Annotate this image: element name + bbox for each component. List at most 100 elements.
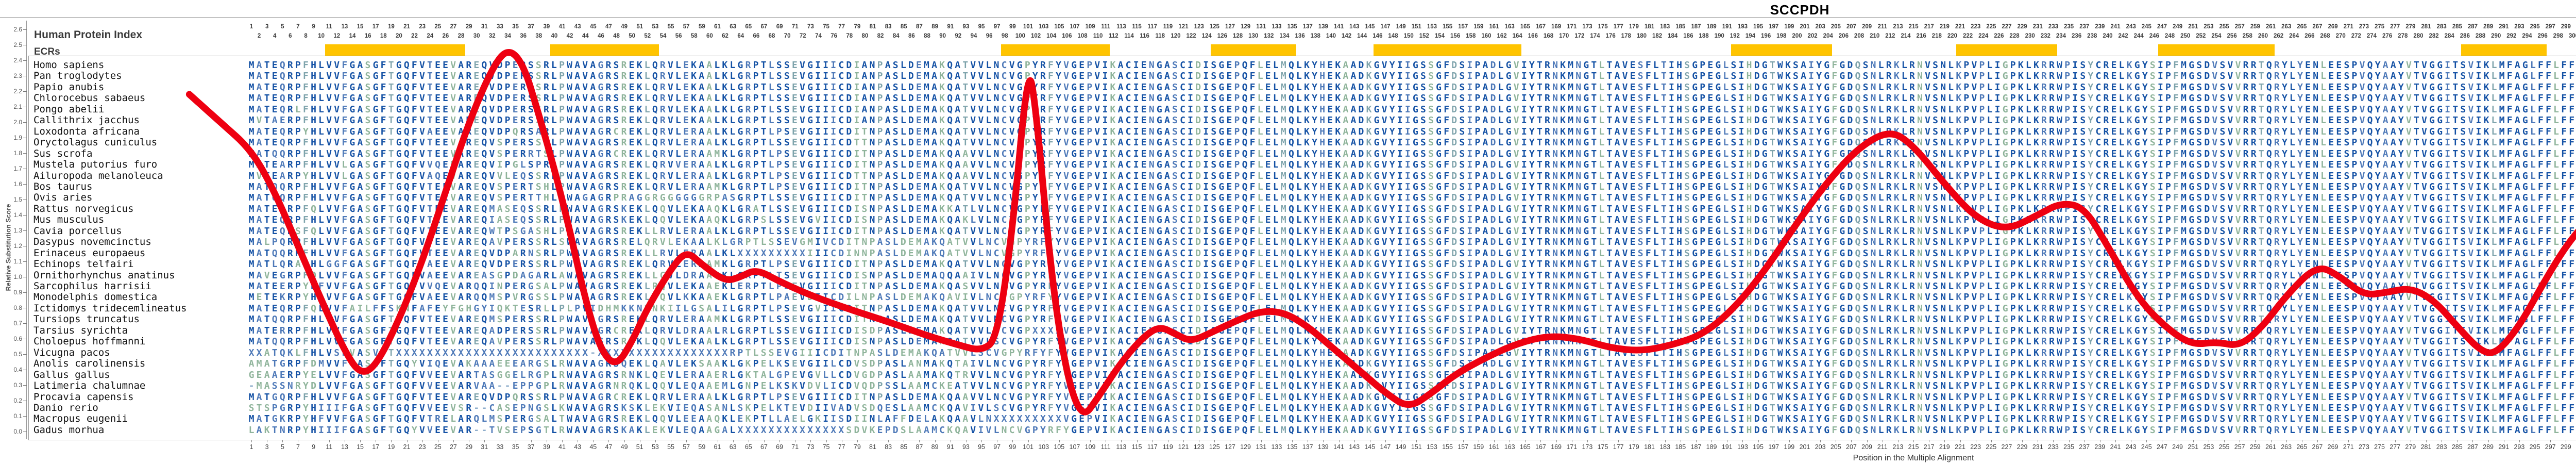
x-tick-label: 35: [512, 443, 519, 451]
human-index-number: 277: [2390, 24, 2400, 30]
x-tick-label: 237: [2079, 443, 2090, 451]
x-tick: [593, 440, 594, 442]
x-tick: [1820, 440, 1821, 442]
human-index-number: 227: [2002, 24, 2012, 30]
x-tick-label: 243: [2125, 443, 2137, 451]
human-index-number: 202: [1807, 33, 1818, 39]
human-index-number: 142: [1341, 33, 1352, 39]
x-tick-label: 259: [2249, 443, 2261, 451]
human-index-number: 172: [1574, 33, 1585, 39]
human-index-number: 13: [341, 24, 348, 30]
human-index-number: 18: [380, 33, 387, 39]
x-tick-label: 99: [1009, 443, 1016, 451]
human-index-number: 42: [566, 33, 573, 39]
x-tick: [2193, 440, 2194, 442]
human-index-number: 288: [2475, 33, 2486, 39]
x-tick-label: 209: [1861, 443, 1873, 451]
x-tick-label: 253: [2203, 443, 2214, 451]
ecr-region: [1374, 44, 1521, 56]
x-tick-label: 141: [1333, 443, 1344, 451]
x-tick-label: 111: [1100, 443, 1111, 451]
x-tick-label: 137: [1302, 443, 1313, 451]
human-index-number: 174: [1590, 33, 1600, 39]
x-tick-label: 275: [2374, 443, 2385, 451]
ecr-region: [550, 44, 659, 56]
human-index-number: 32: [488, 33, 496, 39]
human-index-number: 168: [1543, 33, 1554, 39]
x-tick: [453, 440, 454, 442]
x-tick-label: 213: [1892, 443, 1904, 451]
x-tick: [282, 440, 283, 442]
species-name: Mustela putorius furo: [33, 159, 158, 171]
x-tick-label: 85: [900, 443, 908, 451]
human-index-number: 40: [551, 33, 558, 39]
human-index-number: 283: [2436, 24, 2447, 30]
x-tick-label: 291: [2498, 443, 2510, 451]
ecr-region: [1731, 44, 1832, 56]
x-tick-label: 11: [326, 443, 333, 451]
human-index-number: 63: [730, 24, 737, 30]
human-index-number: 177: [1613, 24, 1623, 30]
x-tick-label: 25: [434, 443, 442, 451]
human-index-number: 233: [2048, 24, 2058, 30]
x-tick: [1354, 440, 1355, 442]
x-tick-label: 295: [2529, 443, 2540, 451]
human-index-number: 151: [1411, 24, 1421, 30]
x-tick-label: 205: [1830, 443, 1841, 451]
x-tick: [1897, 440, 1899, 442]
x-tick: [562, 440, 563, 442]
human-index-number: 211: [1877, 24, 1888, 30]
x-tick-label: 97: [993, 443, 1001, 451]
x-tick: [2426, 440, 2427, 442]
x-tick-label: 135: [1286, 443, 1298, 451]
human-index-number: 241: [2110, 24, 2121, 30]
species-name: Sus scrofa: [33, 147, 93, 159]
human-index-number: 113: [1116, 24, 1126, 30]
page-title: SCCPDH: [1770, 2, 1830, 18]
human-index-number: 33: [496, 24, 503, 30]
human-index-number: 26: [442, 33, 449, 39]
x-tick: [686, 440, 687, 442]
x-tick-label: 267: [2312, 443, 2323, 451]
human-index-number: 114: [1124, 33, 1134, 39]
human-index-number: 205: [1831, 24, 1841, 30]
y-tick: [23, 29, 27, 30]
x-tick-label: 195: [1753, 443, 1764, 451]
human-index-number: 161: [1489, 24, 1499, 30]
y-tick: [23, 122, 27, 123]
human-index-number: 49: [621, 24, 628, 30]
human-index-number: 131: [1256, 24, 1266, 30]
human-index-number: 104: [1046, 33, 1057, 39]
x-tick-label: 261: [2265, 443, 2276, 451]
x-tick: [2457, 440, 2458, 442]
human-index-number: 280: [2413, 33, 2424, 39]
x-tick-label: 45: [589, 443, 597, 451]
human-index-number: 126: [1217, 33, 1227, 39]
human-index-number: 84: [892, 33, 900, 39]
human-index-number: 230: [2025, 33, 2035, 39]
species-name: Dasypus novemcinctus: [33, 236, 151, 248]
x-tick-label: 57: [683, 443, 690, 451]
human-index-number: 156: [1450, 33, 1461, 39]
species-name: Macropus eugenii: [33, 413, 128, 425]
y-tick: [23, 215, 27, 216]
human-index-number: 184: [1668, 33, 1678, 39]
species-name: Ictidomys tridecemlineatus: [33, 302, 187, 314]
human-index-number: 31: [481, 24, 488, 30]
x-tick-label: 119: [1162, 443, 1173, 451]
y-tick-label: 0.2: [13, 397, 22, 404]
human-index-number: 5: [281, 24, 284, 30]
x-tick-label: 1: [249, 443, 253, 451]
x-tick: [1742, 440, 1743, 442]
human-index-number: 59: [698, 24, 705, 30]
human-index-number: 237: [2079, 24, 2090, 30]
human-index-number: 12: [333, 33, 341, 39]
x-tick-label: 149: [1395, 443, 1406, 451]
